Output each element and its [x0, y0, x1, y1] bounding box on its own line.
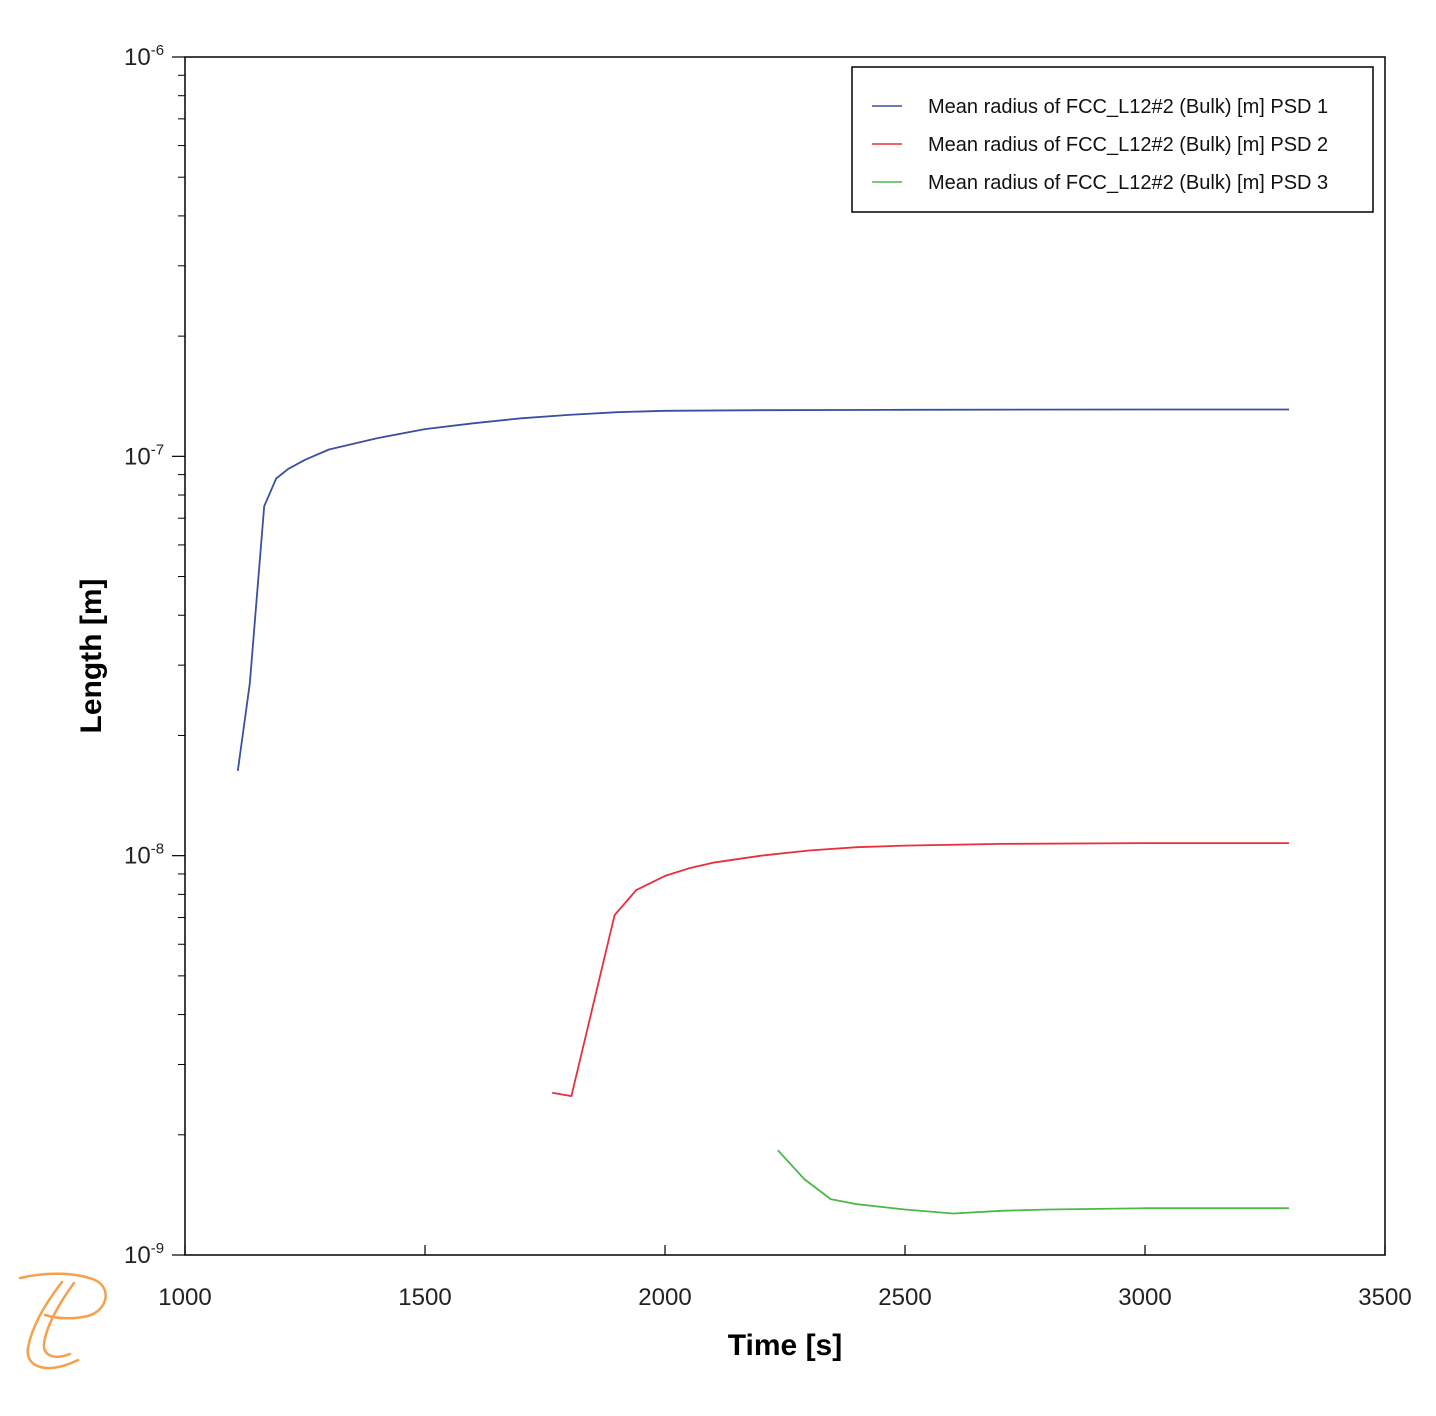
- legend-label-1: Mean radius of FCC_L12#2 (Bulk) [m] PSD …: [928, 96, 1328, 118]
- plot-frame: [184, 56, 1386, 1256]
- x-axis: 1000 1500 2000 2500 3000 3500: [158, 1245, 1412, 1311]
- y-tick-label: 10-6: [124, 42, 164, 71]
- legend-box: [851, 66, 1374, 213]
- y-axis: 10-9 10-8 10-7 10-6: [124, 42, 185, 1269]
- y-axis-title: Length [m]: [75, 579, 108, 734]
- series-layer: [236, 408, 1289, 1215]
- thermo-calc-logo: [18, 1272, 107, 1370]
- y-tick-label: 10-7: [124, 441, 164, 470]
- x-axis-title: Time [s]: [728, 1329, 842, 1362]
- x-tick-label: 1000: [158, 1284, 211, 1311]
- legend: Mean radius of FCC_L12#2 (Bulk) [m] PSD …: [851, 66, 1374, 213]
- series-line-2: [552, 842, 1289, 1097]
- x-tick-label: 2500: [878, 1284, 931, 1311]
- series-line-3: [777, 1149, 1289, 1215]
- x-tick-label: 3500: [1358, 1284, 1411, 1311]
- x-tick-label: 2000: [638, 1284, 691, 1311]
- y-tick-label: 10-9: [124, 1240, 164, 1269]
- x-tick-label: 3000: [1118, 1284, 1171, 1311]
- series-line-1: [236, 408, 1289, 772]
- x-tick-label: 1500: [398, 1284, 451, 1311]
- y-tick-label: 10-8: [124, 841, 164, 870]
- legend-label-2: Mean radius of FCC_L12#2 (Bulk) [m] PSD …: [928, 134, 1328, 156]
- legend-label-3: Mean radius of FCC_L12#2 (Bulk) [m] PSD …: [928, 172, 1328, 194]
